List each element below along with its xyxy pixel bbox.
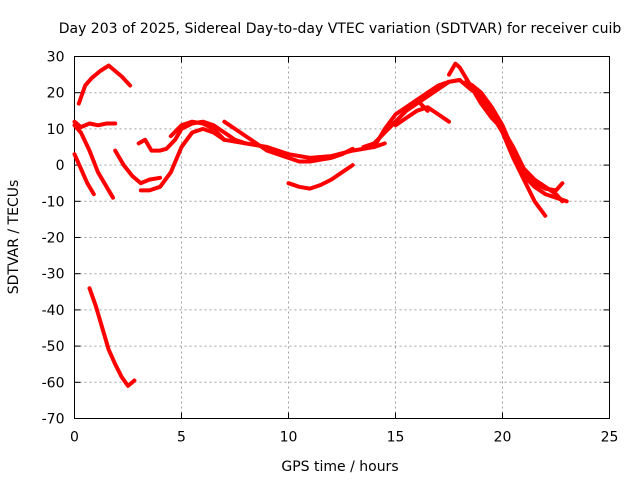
series-arc-13 xyxy=(372,97,430,149)
series-arc-19 xyxy=(479,90,569,204)
series-arc-1 xyxy=(76,63,133,106)
series-arc-10 xyxy=(222,119,355,164)
x-tick-label: 0 xyxy=(70,430,79,446)
x-tick-label: 20 xyxy=(494,430,512,446)
y-tick-label: -30 xyxy=(42,267,65,283)
series-arc-11 xyxy=(286,163,355,191)
y-tick-label: 10 xyxy=(47,122,65,138)
y-tick-label: -70 xyxy=(42,412,65,428)
y-tick-label: -40 xyxy=(42,303,65,319)
x-axis-label: GPS time / hours xyxy=(281,459,398,475)
y-tick-label: 20 xyxy=(47,86,65,102)
series-arc-8 xyxy=(138,126,227,193)
y-tick-label: -10 xyxy=(42,194,65,210)
series-arc-5 xyxy=(87,286,137,388)
y-axis-label: SDTVAR / TECUs xyxy=(6,180,22,295)
data-series xyxy=(72,61,569,388)
series-arc-7 xyxy=(136,119,248,153)
series-arc-4 xyxy=(72,152,96,197)
y-tick-label: 0 xyxy=(56,158,65,174)
series-arc-14 xyxy=(393,105,451,128)
series-arc-2 xyxy=(72,119,118,130)
y-tick-label: -60 xyxy=(42,375,65,391)
x-tick-label: 10 xyxy=(280,430,298,446)
series-arc-3 xyxy=(72,123,115,200)
y-tick-label: -50 xyxy=(42,339,65,355)
y-axis-tick-labels: -70 -60 -50 -40 -30 -20 -10 0 10 20 30 xyxy=(42,50,65,428)
series-arc-6 xyxy=(113,148,163,186)
chart-title: Day 203 of 2025, Sidereal Day-to-day VTE… xyxy=(59,21,622,37)
x-tick-label: 15 xyxy=(387,430,405,446)
y-tick-label: 30 xyxy=(47,50,65,66)
x-tick-label: 25 xyxy=(601,430,619,446)
x-tick-label: 5 xyxy=(177,430,186,446)
grid xyxy=(74,56,610,419)
x-axis-tick-labels: 0 5 10 15 20 25 xyxy=(70,430,618,446)
axis-ticks xyxy=(74,56,610,419)
y-tick-label: -20 xyxy=(42,231,65,247)
